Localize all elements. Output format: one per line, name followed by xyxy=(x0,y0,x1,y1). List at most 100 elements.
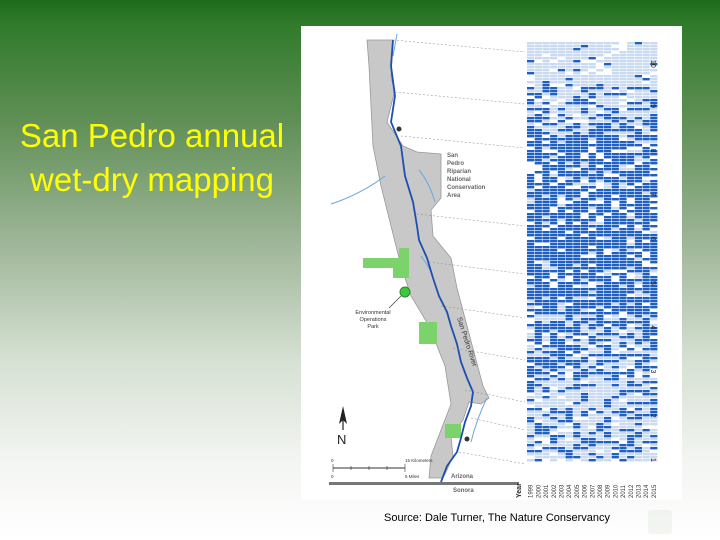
area-label-line: Conservation xyxy=(447,185,486,191)
heatmap-cell xyxy=(650,285,658,288)
heatmap-cell xyxy=(573,159,581,162)
heatmap-cell xyxy=(611,312,619,315)
heatmap-cell xyxy=(604,369,612,372)
heatmap-cell xyxy=(650,84,658,87)
heatmap-cell xyxy=(527,294,535,297)
heatmap-cell xyxy=(542,108,550,111)
heatmap-cell xyxy=(580,285,589,288)
heatmap-cell xyxy=(542,435,550,438)
heatmap-cell xyxy=(596,345,604,348)
heatmap-cell xyxy=(527,117,535,120)
heatmap-cell xyxy=(573,162,581,165)
heatmap-cell xyxy=(565,273,573,276)
heatmap-cell xyxy=(650,87,658,90)
heatmap-cell xyxy=(588,57,596,60)
heatmap-cell xyxy=(588,453,596,456)
heatmap-cell xyxy=(588,240,596,243)
heatmap-cell xyxy=(596,168,604,171)
heatmap-cell xyxy=(611,165,619,168)
heatmap-cell xyxy=(557,63,565,66)
heatmap-cell xyxy=(596,108,604,111)
heatmap-cell xyxy=(573,165,581,168)
heatmap-cell xyxy=(580,141,589,144)
heatmap-cell xyxy=(588,102,596,105)
heatmap-cell xyxy=(627,402,635,405)
heatmap-cell xyxy=(619,396,627,399)
heatmap-cell xyxy=(557,342,565,345)
heatmap-cell xyxy=(550,420,558,423)
heatmap-cell xyxy=(527,261,535,264)
heatmap-cell xyxy=(642,192,650,195)
heatmap-cell xyxy=(557,327,565,330)
heatmap-cell xyxy=(580,447,589,450)
heatmap-cell xyxy=(580,162,589,165)
heatmap-cell xyxy=(634,102,642,105)
heatmap-cell xyxy=(557,189,565,192)
heatmap-cell xyxy=(573,327,581,330)
heatmap-cell xyxy=(573,357,581,360)
heatmap-cell xyxy=(627,330,635,333)
heatmap-cell xyxy=(650,216,658,219)
year-label: 1999 xyxy=(529,484,535,498)
heatmap-cell xyxy=(642,159,650,162)
heatmap-cell xyxy=(634,366,642,369)
heatmap-cell xyxy=(627,219,635,222)
heatmap-cell xyxy=(650,357,658,360)
heatmap-cell xyxy=(550,105,558,108)
heatmap-cell xyxy=(580,300,589,303)
heatmap-cell xyxy=(627,138,635,141)
heatmap-cell xyxy=(611,78,619,81)
heatmap-cell xyxy=(642,156,650,159)
heatmap-cell xyxy=(642,234,650,237)
heatmap-cell xyxy=(627,60,635,63)
heatmap-cell xyxy=(557,60,565,63)
heatmap-cell xyxy=(588,339,596,342)
heatmap-cell xyxy=(534,120,542,123)
heatmap-cell xyxy=(550,213,558,216)
heatmap-cell xyxy=(550,312,558,315)
heatmap-cell xyxy=(588,153,596,156)
heatmap-cell xyxy=(611,153,619,156)
heatmap-cell xyxy=(542,57,550,60)
heatmap-cell xyxy=(627,267,635,270)
heatmap-cell xyxy=(527,375,535,378)
heatmap-cell xyxy=(596,318,604,321)
heatmap-cell xyxy=(596,348,604,351)
heatmap-cell xyxy=(634,336,642,339)
heatmap-cell xyxy=(527,252,535,255)
heatmap-cell xyxy=(527,429,535,432)
heatmap-cell xyxy=(619,417,627,420)
heatmap-cell xyxy=(580,114,589,117)
heatmap-cell xyxy=(542,45,550,48)
heatmap-cell xyxy=(627,444,635,447)
heatmap-cell xyxy=(634,423,642,426)
heatmap-cell xyxy=(588,300,596,303)
heatmap-cell xyxy=(650,255,658,258)
heatmap-cell xyxy=(542,183,550,186)
heatmap-cell xyxy=(650,354,658,357)
heatmap-cell xyxy=(527,207,535,210)
heatmap-cell xyxy=(642,228,650,231)
segment-label: 7 xyxy=(649,193,656,197)
heatmap-cell xyxy=(619,51,627,54)
heatmap-cell xyxy=(557,432,565,435)
heatmap-cell xyxy=(604,393,612,396)
heatmap-cell xyxy=(565,441,573,444)
heatmap-cell xyxy=(534,48,542,51)
heatmap-cell xyxy=(604,150,612,153)
heatmap-cell xyxy=(642,408,650,411)
segment-leader-line xyxy=(416,213,526,227)
segment-label: 9 xyxy=(649,104,656,108)
heatmap-cell xyxy=(557,318,565,321)
heatmap-cell xyxy=(604,189,612,192)
heatmap-cell xyxy=(527,282,535,285)
heatmap-cell xyxy=(634,342,642,345)
heatmap-cell xyxy=(542,75,550,78)
heatmap-cell xyxy=(527,180,535,183)
heatmap-cell xyxy=(611,60,619,63)
heatmap-cell xyxy=(557,372,565,375)
heatmap-cell xyxy=(604,261,612,264)
heatmap-cell xyxy=(650,189,658,192)
heatmap-cell xyxy=(588,354,596,357)
heatmap-cell xyxy=(642,165,650,168)
